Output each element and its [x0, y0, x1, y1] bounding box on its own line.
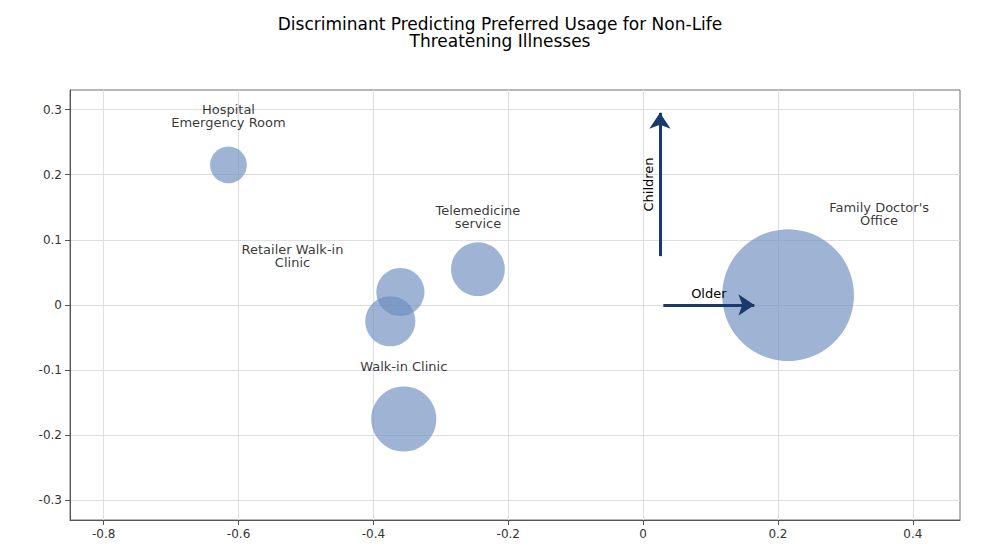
svg-text:Older: Older	[691, 286, 727, 301]
svg-text:-0.2: -0.2	[497, 527, 520, 541]
svg-text:0.4: 0.4	[903, 527, 922, 541]
svg-text:Hospital: Hospital	[201, 102, 255, 118]
svg-text:-0.3: -0.3	[39, 493, 62, 507]
svg-text:Retailer Walk-in: Retailer Walk-in	[241, 242, 344, 258]
svg-text:0.3: 0.3	[43, 103, 62, 117]
svg-text:0: 0	[54, 298, 62, 312]
svg-text:0.2: 0.2	[768, 527, 787, 541]
svg-text:Threatening Illnesses: Threatening Illnesses	[409, 31, 591, 51]
svg-text:Discriminant Predicting Prefer: Discriminant Predicting Preferred Usage …	[277, 13, 723, 34]
svg-text:Family Doctor's: Family Doctor's	[829, 199, 929, 215]
svg-text:Telemedicine: Telemedicine	[435, 203, 521, 219]
svg-text:-0.2: -0.2	[39, 428, 62, 442]
svg-text:service: service	[455, 216, 502, 231]
svg-text:-0.4: -0.4	[362, 527, 385, 541]
svg-text:Emergency Room: Emergency Room	[171, 115, 285, 130]
svg-text:0.2: 0.2	[43, 168, 62, 182]
svg-text:0.1: 0.1	[43, 233, 62, 247]
svg-text:Walk-in Clinic: Walk-in Clinic	[360, 359, 447, 374]
svg-text:0: 0	[639, 527, 647, 541]
svg-text:Children: Children	[641, 157, 656, 211]
svg-text:-0.1: -0.1	[39, 363, 62, 377]
svg-text:-0.6: -0.6	[227, 527, 250, 541]
svg-text:-0.8: -0.8	[92, 527, 115, 541]
svg-text:Clinic: Clinic	[275, 255, 310, 270]
svg-text:Office: Office	[860, 213, 898, 228]
